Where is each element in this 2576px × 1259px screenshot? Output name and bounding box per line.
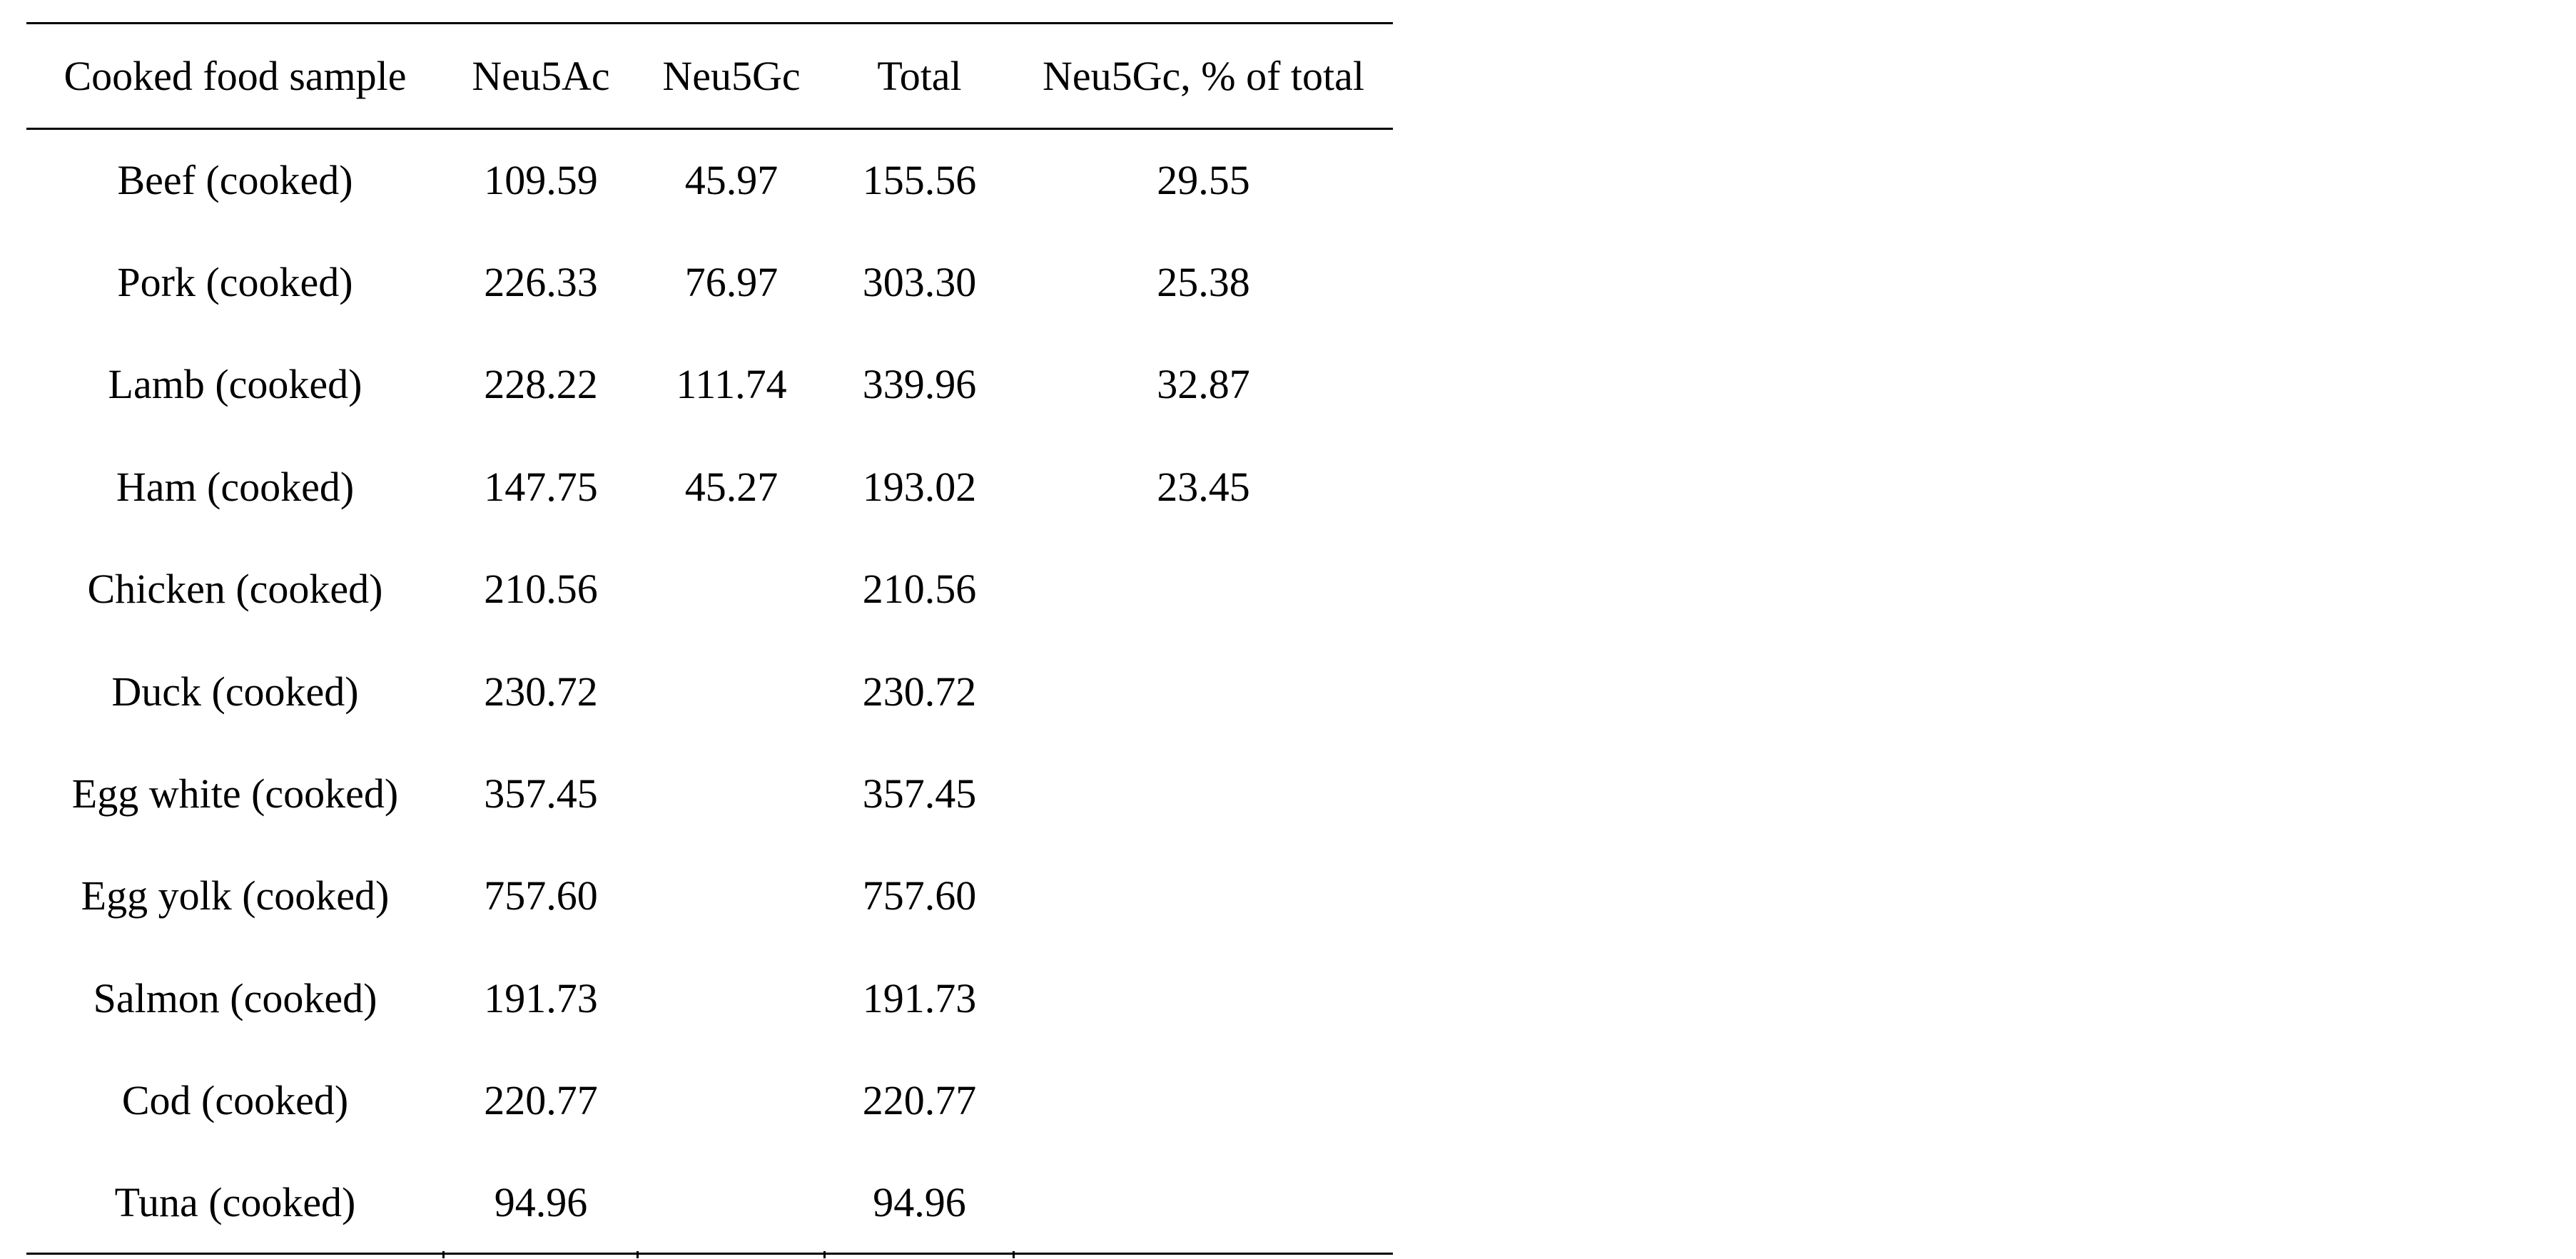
column-divider-tick xyxy=(1013,1251,1015,1258)
sample-cell: Egg white (cooked) xyxy=(71,770,399,817)
neu5gc-cell: 76.97 xyxy=(684,259,779,306)
header-cooked-food-sample: Cooked food sample xyxy=(26,22,444,130)
neu5gc-percent-cell xyxy=(1014,947,1393,1049)
sample-cell: Lamb (cooked) xyxy=(108,361,362,408)
column-divider-tick xyxy=(442,1251,445,1258)
neu5gc-percent-cell xyxy=(1014,845,1393,947)
neu5gc-percent-cell xyxy=(1014,538,1393,640)
neu5ac-cell: 226.33 xyxy=(484,259,598,306)
neu5gc-percent-cell xyxy=(1014,743,1393,845)
neu5ac-cell: 757.60 xyxy=(484,872,598,919)
column-divider-tick xyxy=(637,1251,639,1258)
sample-cell: Ham (cooked) xyxy=(116,463,355,510)
sialic-acid-table: Cooked food sample Neu5Ac Neu5Gc Total N… xyxy=(26,22,1393,1255)
total-cell: 357.45 xyxy=(862,770,977,817)
table-row: Salmon (cooked) 191.73 191.73 xyxy=(26,947,1393,1049)
neu5ac-cell: 220.77 xyxy=(484,1077,598,1124)
neu5ac-cell: 210.56 xyxy=(484,566,598,613)
neu5gc-cell xyxy=(638,947,825,1049)
neu5gc-percent-cell xyxy=(1014,1049,1393,1151)
total-cell: 303.30 xyxy=(862,259,977,306)
neu5gc-cell: 111.74 xyxy=(676,361,787,408)
neu5ac-cell: 147.75 xyxy=(484,463,598,510)
sample-cell: Duck (cooked) xyxy=(111,668,359,715)
neu5gc-cell xyxy=(638,845,825,947)
neu5ac-cell: 94.96 xyxy=(444,1151,638,1255)
header-neu5ac: Neu5Ac xyxy=(444,22,638,130)
neu5ac-cell: 357.45 xyxy=(484,770,598,817)
total-cell: 210.56 xyxy=(862,566,977,613)
neu5gc-cell xyxy=(638,1151,825,1255)
total-cell: 339.96 xyxy=(862,361,977,408)
neu5gc-cell: 45.97 xyxy=(684,157,779,204)
total-cell: 191.73 xyxy=(862,974,977,1021)
table-row: Ham (cooked) 147.75 45.27 193.02 23.45 xyxy=(26,436,1393,538)
table-row: Egg white (cooked) 357.45 357.45 xyxy=(26,743,1393,845)
neu5gc-cell xyxy=(638,538,825,640)
total-cell: 230.72 xyxy=(862,668,977,715)
table-row: Beef (cooked) 109.59 45.97 155.56 29.55 xyxy=(26,129,1393,231)
table-row: Chicken (cooked) 210.56 210.56 xyxy=(26,538,1393,640)
sample-cell: Tuna (cooked) xyxy=(26,1151,444,1255)
table-row: Pork (cooked) 226.33 76.97 303.30 25.38 xyxy=(26,231,1393,333)
neu5gc-percent-cell: 29.55 xyxy=(1157,157,1250,204)
sample-cell: Cod (cooked) xyxy=(121,1077,349,1124)
table-row: Tuna (cooked) 94.96 94.96 xyxy=(26,1151,1393,1255)
table-row: Cod (cooked) 220.77 220.77 xyxy=(26,1049,1393,1151)
neu5ac-cell: 230.72 xyxy=(484,668,598,715)
total-cell: 155.56 xyxy=(862,157,977,204)
sample-cell: Chicken (cooked) xyxy=(87,566,383,613)
sample-cell: Salmon (cooked) xyxy=(93,974,377,1021)
neu5ac-cell: 191.73 xyxy=(484,974,598,1021)
neu5gc-cell xyxy=(638,743,825,845)
sample-cell: Egg yolk (cooked) xyxy=(81,872,390,919)
total-cell: 220.77 xyxy=(862,1077,977,1124)
header-total: Total xyxy=(825,22,1014,130)
table-row: Lamb (cooked) 228.22 111.74 339.96 32.87 xyxy=(26,333,1393,435)
neu5gc-percent-cell xyxy=(1014,640,1393,742)
sample-cell: Pork (cooked) xyxy=(117,259,353,306)
table-row: Egg yolk (cooked) 757.60 757.60 xyxy=(26,845,1393,947)
neu5gc-percent-cell: 25.38 xyxy=(1157,259,1250,306)
neu5gc-percent-cell xyxy=(1014,1151,1393,1255)
neu5ac-cell: 109.59 xyxy=(484,157,598,204)
sample-cell: Beef (cooked) xyxy=(117,157,353,204)
neu5ac-cell: 228.22 xyxy=(484,361,598,408)
total-cell: 757.60 xyxy=(862,872,977,919)
total-cell: 193.02 xyxy=(862,463,977,510)
column-divider-tick xyxy=(823,1251,826,1258)
neu5gc-percent-cell: 23.45 xyxy=(1157,463,1250,510)
data-table-container: Cooked food sample Neu5Ac Neu5Gc Total N… xyxy=(26,22,1393,1255)
table-header-row: Cooked food sample Neu5Ac Neu5Gc Total N… xyxy=(26,22,1393,130)
total-cell: 94.96 xyxy=(825,1151,1014,1255)
table-body: Beef (cooked) 109.59 45.97 155.56 29.55 Pork … xyxy=(26,129,1393,1255)
neu5gc-cell xyxy=(638,1049,825,1151)
table-row: Duck (cooked) 230.72 230.72 xyxy=(26,640,1393,742)
header-neu5gc: Neu5Gc xyxy=(638,22,825,130)
neu5gc-percent-cell: 32.87 xyxy=(1157,361,1250,408)
header-neu5gc-percent: Neu5Gc, % of total xyxy=(1014,22,1393,130)
neu5gc-cell: 45.27 xyxy=(684,463,779,510)
neu5gc-cell xyxy=(638,640,825,742)
